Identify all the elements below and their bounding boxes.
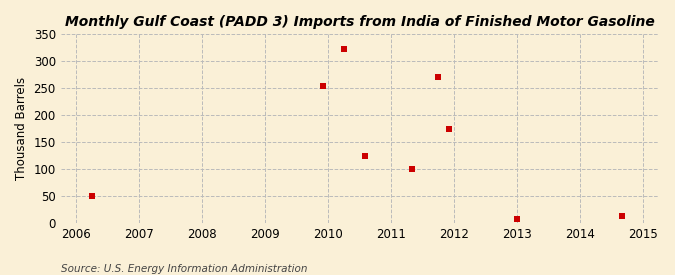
Text: Source: U.S. Energy Information Administration: Source: U.S. Energy Information Administ… — [61, 264, 307, 274]
Title: Monthly Gulf Coast (PADD 3) Imports from India of Finished Motor Gasoline: Monthly Gulf Coast (PADD 3) Imports from… — [65, 15, 655, 29]
Y-axis label: Thousand Barrels: Thousand Barrels — [15, 77, 28, 180]
